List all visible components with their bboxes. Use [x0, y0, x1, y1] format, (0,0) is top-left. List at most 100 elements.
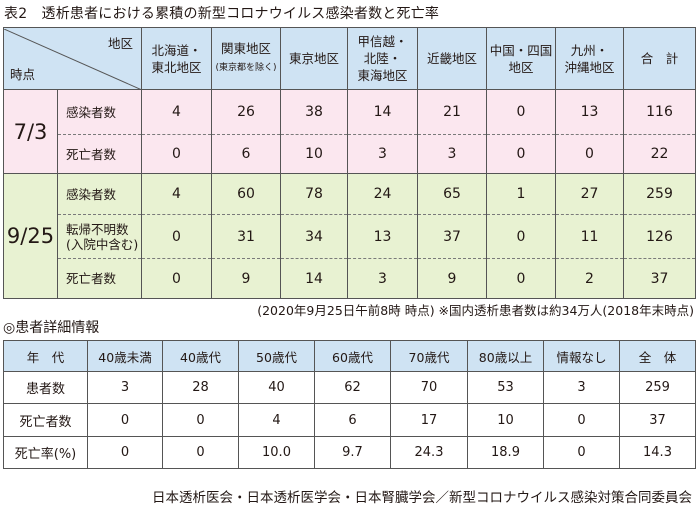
total-cell: 37 [619, 403, 696, 437]
total-cell: 116 [623, 89, 696, 135]
corner-time-label: 時点 [10, 66, 36, 82]
total-cell: 126 [623, 214, 696, 259]
row-label: 感染者数 [57, 89, 142, 135]
date-cell: 9/25 [3, 173, 58, 299]
value-cell: 0 [486, 134, 556, 174]
value-cell: 10.0 [238, 435, 315, 470]
header-kinki: 近畿地区 [417, 27, 487, 90]
table-row: 転帰不明数 (入院中含む) 0 31 34 13 37 0 11 126 [4, 214, 696, 259]
value-cell: 0 [555, 134, 624, 174]
value-cell: 10 [467, 403, 544, 437]
header-cell: 60歳代 [314, 340, 391, 372]
row-label: 感染者数 [57, 173, 142, 215]
value-cell: 0 [141, 134, 212, 174]
timestamp-note: (2020年9月25日午前8時 時点) ※国内透析患者数は約34万人(2018年… [257, 303, 694, 318]
value-cell: 14 [347, 89, 418, 135]
row-label: 転帰不明数 (入院中含む) [57, 214, 142, 259]
corner-diagonal-line [4, 28, 142, 90]
total-cell: 259 [623, 173, 696, 215]
value-cell: 3 [347, 134, 418, 174]
value-cell: 11 [555, 214, 624, 259]
value-cell: 6 [211, 134, 281, 174]
value-cell: 60 [211, 173, 281, 215]
value-cell: 78 [280, 173, 348, 215]
value-cell: 2 [555, 258, 624, 299]
row-label: 死亡者数 [57, 258, 142, 299]
total-cell: 22 [623, 134, 696, 174]
value-cell: 14 [280, 258, 348, 299]
value-cell: 10 [280, 134, 348, 174]
table-row: 死亡率(%) 0 0 10.0 9.7 24.3 18.9 0 14.3 [3, 435, 696, 470]
value-cell: 9 [417, 258, 487, 299]
value-cell: 53 [467, 370, 544, 405]
table-row: 患者数 3 28 40 62 70 53 3 259 [3, 370, 696, 405]
patient-detail-table: 年 代 40歳未満 40歳代 50歳代 60歳代 70歳代 80歳以上 情報なし… [3, 340, 696, 470]
value-cell: 24 [347, 173, 418, 215]
value-cell: 18.9 [467, 435, 544, 470]
header-cell: 年 代 [3, 340, 88, 372]
value-cell: 38 [280, 89, 348, 135]
corner-header-cell: 地区 時点 [3, 27, 142, 90]
infection-table: 地区 時点 北海道・ 東北地区 関東地区 (東京都を除く) 東京地区 甲信越・ 北陸・… [3, 27, 696, 299]
header-cell: 50歳代 [238, 340, 315, 372]
header-cell: 80歳以上 [467, 340, 544, 372]
source-footer: 日本透析医会・日本透析医学会・日本腎臓学会／新型コロナウイルス感染対策合同委員会 [152, 490, 692, 506]
value-cell: 0 [87, 435, 163, 470]
value-cell: 0 [543, 403, 620, 437]
value-cell: 24.3 [390, 435, 468, 470]
table-row: 9/25 感染者数 4 60 78 24 65 1 27 259 [3, 173, 696, 299]
value-cell: 0 [486, 214, 556, 259]
value-cell: 65 [417, 173, 487, 215]
value-cell: 21 [417, 89, 487, 135]
value-cell: 0 [162, 403, 239, 437]
value-cell: 0 [486, 258, 556, 299]
value-cell: 3 [87, 370, 163, 405]
value-cell: 0 [141, 214, 212, 259]
value-cell: 26 [211, 89, 281, 135]
value-cell: 28 [162, 370, 239, 405]
row-label: 死亡者数 [57, 134, 142, 174]
value-cell: 3 [347, 258, 418, 299]
value-cell: 1 [486, 173, 556, 215]
value-cell: 4 [238, 403, 315, 437]
row-label: 死亡者数 [3, 403, 88, 437]
row-label: 患者数 [3, 370, 88, 405]
row-label: 死亡率(%) [3, 435, 88, 470]
value-cell: 0 [543, 435, 620, 470]
total-cell: 37 [623, 258, 696, 299]
value-cell: 3 [543, 370, 620, 405]
value-cell: 37 [417, 214, 487, 259]
value-cell: 70 [390, 370, 468, 405]
value-cell: 62 [314, 370, 391, 405]
value-cell: 27 [555, 173, 624, 215]
page-title: 表2 透析患者における累積の新型コロナウイルス感染者数と死亡率 [4, 6, 440, 22]
value-cell: 17 [390, 403, 468, 437]
header-kyushu-okinawa: 九州・ 沖縄地区 [555, 27, 624, 90]
header-cell: 40歳代 [162, 340, 239, 372]
header-koshinetsu-hokuriku-tokai: 甲信越・ 北陸・ 東海地区 [347, 27, 418, 90]
value-cell: 40 [238, 370, 315, 405]
header-kanto: 関東地区 (東京都を除く) [211, 27, 281, 90]
value-cell: 0 [141, 258, 212, 299]
header-total: 合 計 [623, 27, 696, 90]
table-row: 死亡者数 0 9 14 3 9 0 2 37 [4, 258, 696, 299]
value-cell: 3 [417, 134, 487, 174]
header-cell: 70歳代 [390, 340, 468, 372]
value-cell: 13 [347, 214, 418, 259]
value-cell: 0 [486, 89, 556, 135]
header-chugoku-shikoku: 中国・四国 地区 [486, 27, 556, 90]
value-cell: 4 [141, 173, 212, 215]
section-subtitle: ◎患者詳細情報 [3, 320, 100, 336]
corner-region-label: 地区 [107, 35, 133, 51]
table-row: 死亡者数 0 6 10 3 3 0 0 22 [4, 134, 696, 174]
date-cell: 7/3 [3, 89, 58, 174]
value-cell: 9 [211, 258, 281, 299]
value-cell: 34 [280, 214, 348, 259]
value-cell: 4 [141, 89, 212, 135]
value-cell: 6 [314, 403, 391, 437]
table-header-row: 年 代 40歳未満 40歳代 50歳代 60歳代 70歳代 80歳以上 情報なし… [3, 340, 696, 372]
table-row: 死亡者数 0 0 4 6 17 10 0 37 [3, 403, 696, 437]
value-cell: 9.7 [314, 435, 391, 470]
value-cell: 31 [211, 214, 281, 259]
header-tokyo: 東京地区 [280, 27, 348, 90]
